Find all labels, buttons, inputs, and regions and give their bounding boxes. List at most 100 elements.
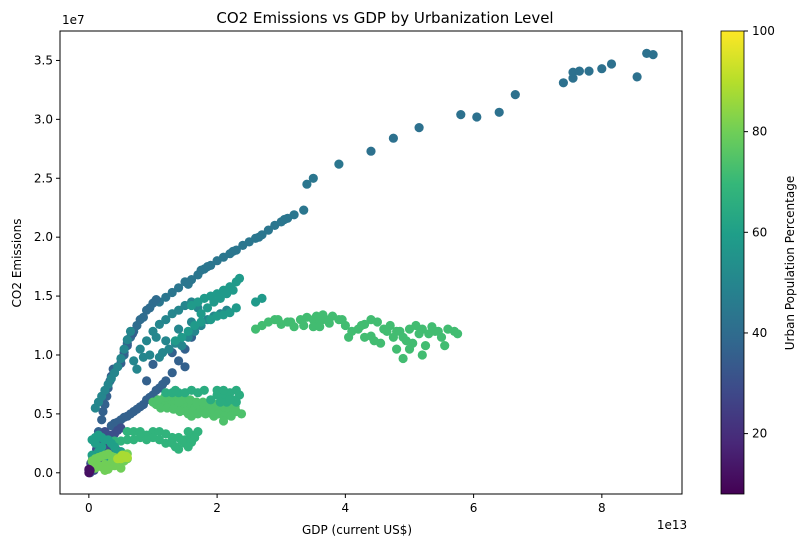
data-point [558,78,569,88]
data-point [109,442,120,452]
data-point [606,59,617,69]
y-offset-text: 1e7 [62,13,85,27]
x-tick-label: 4 [342,501,350,515]
data-point [177,341,187,351]
data-point [366,146,376,156]
data-point [228,246,238,256]
data-point [263,225,273,235]
data-point [132,320,142,331]
chart-title: CO2 Emissions vs GDP by Urbanization Lev… [216,9,553,27]
data-point [574,66,585,76]
x-axis-label: GDP (current US$) [302,523,412,537]
data-point [420,341,431,351]
y-axis-label: CO2 Emissions [10,219,24,308]
data-point [382,326,392,336]
x-offset-text: 1e13 [657,518,687,532]
data-point [116,353,126,364]
x-tick-label: 0 [85,501,93,515]
y-tick-label: 3.5 [34,53,53,67]
colorbar-tick-label: 100 [752,24,775,38]
data-point [129,356,139,366]
data-point [122,427,132,437]
data-point [164,344,174,354]
data-point [196,309,206,319]
data-point [122,335,132,345]
data-point [388,133,398,143]
data-point [175,406,185,417]
data-point [218,385,229,395]
data-point [158,379,168,389]
data-point [632,72,642,82]
x-axis-ticks: 0 2 4 6 8 [85,494,606,515]
data-point [206,395,216,405]
data-point [98,406,108,417]
data-point [308,322,318,332]
data-point [472,112,482,122]
colorbar [720,30,745,495]
y-tick-label: 2.5 [34,171,53,185]
data-point [183,427,193,437]
data-point [183,442,193,452]
data-point [145,350,155,360]
x-tick-label: 6 [470,501,478,515]
data-point [334,159,344,169]
data-point [401,336,411,346]
data-point [456,110,466,120]
data-point [225,308,235,318]
y-tick-label: 1.0 [34,348,53,362]
data-point [299,320,309,331]
data-point [299,205,309,215]
data-point [289,210,299,220]
data-point [234,390,245,400]
data-point [453,329,463,339]
data-point [302,179,312,189]
data-point [254,232,264,242]
x-tick-label: 8 [598,501,606,515]
data-point [193,409,203,419]
data-point [414,329,424,339]
data-point [433,326,443,336]
data-point [156,403,166,413]
data-point [135,344,145,354]
data-point [218,416,229,426]
data-point [392,344,402,354]
data-point [145,303,155,313]
data-point [183,279,193,289]
data-point [648,50,658,60]
data-point [225,395,235,405]
data-point [417,350,427,360]
data-point [234,273,245,283]
data-point [153,395,163,405]
data-point [414,123,424,133]
data-point [337,315,347,325]
data-point [174,305,184,315]
data-point [129,427,139,437]
data-point [215,397,225,407]
data-point [174,283,184,293]
colorbar-label: Urban Population Percentage [783,176,797,350]
data-point [388,332,398,342]
y-tick-label: 2.0 [34,230,53,244]
data-point [119,344,129,354]
data-point [228,285,238,295]
data-point [129,435,139,445]
data-point [121,451,131,461]
data-point [202,262,213,272]
data-point [372,317,382,327]
data-point [84,464,94,474]
data-point [167,368,177,378]
y-tick-label: 3.0 [34,112,53,126]
data-point [427,322,437,332]
data-point [209,411,219,421]
data-point [510,90,520,100]
data-point [170,442,180,452]
data-point [125,326,136,336]
data-point [170,385,180,395]
data-point [174,397,184,407]
colorbar-tick-label: 20 [752,427,767,441]
data-point [366,331,376,341]
data-point [142,336,152,346]
data-point [356,320,366,331]
